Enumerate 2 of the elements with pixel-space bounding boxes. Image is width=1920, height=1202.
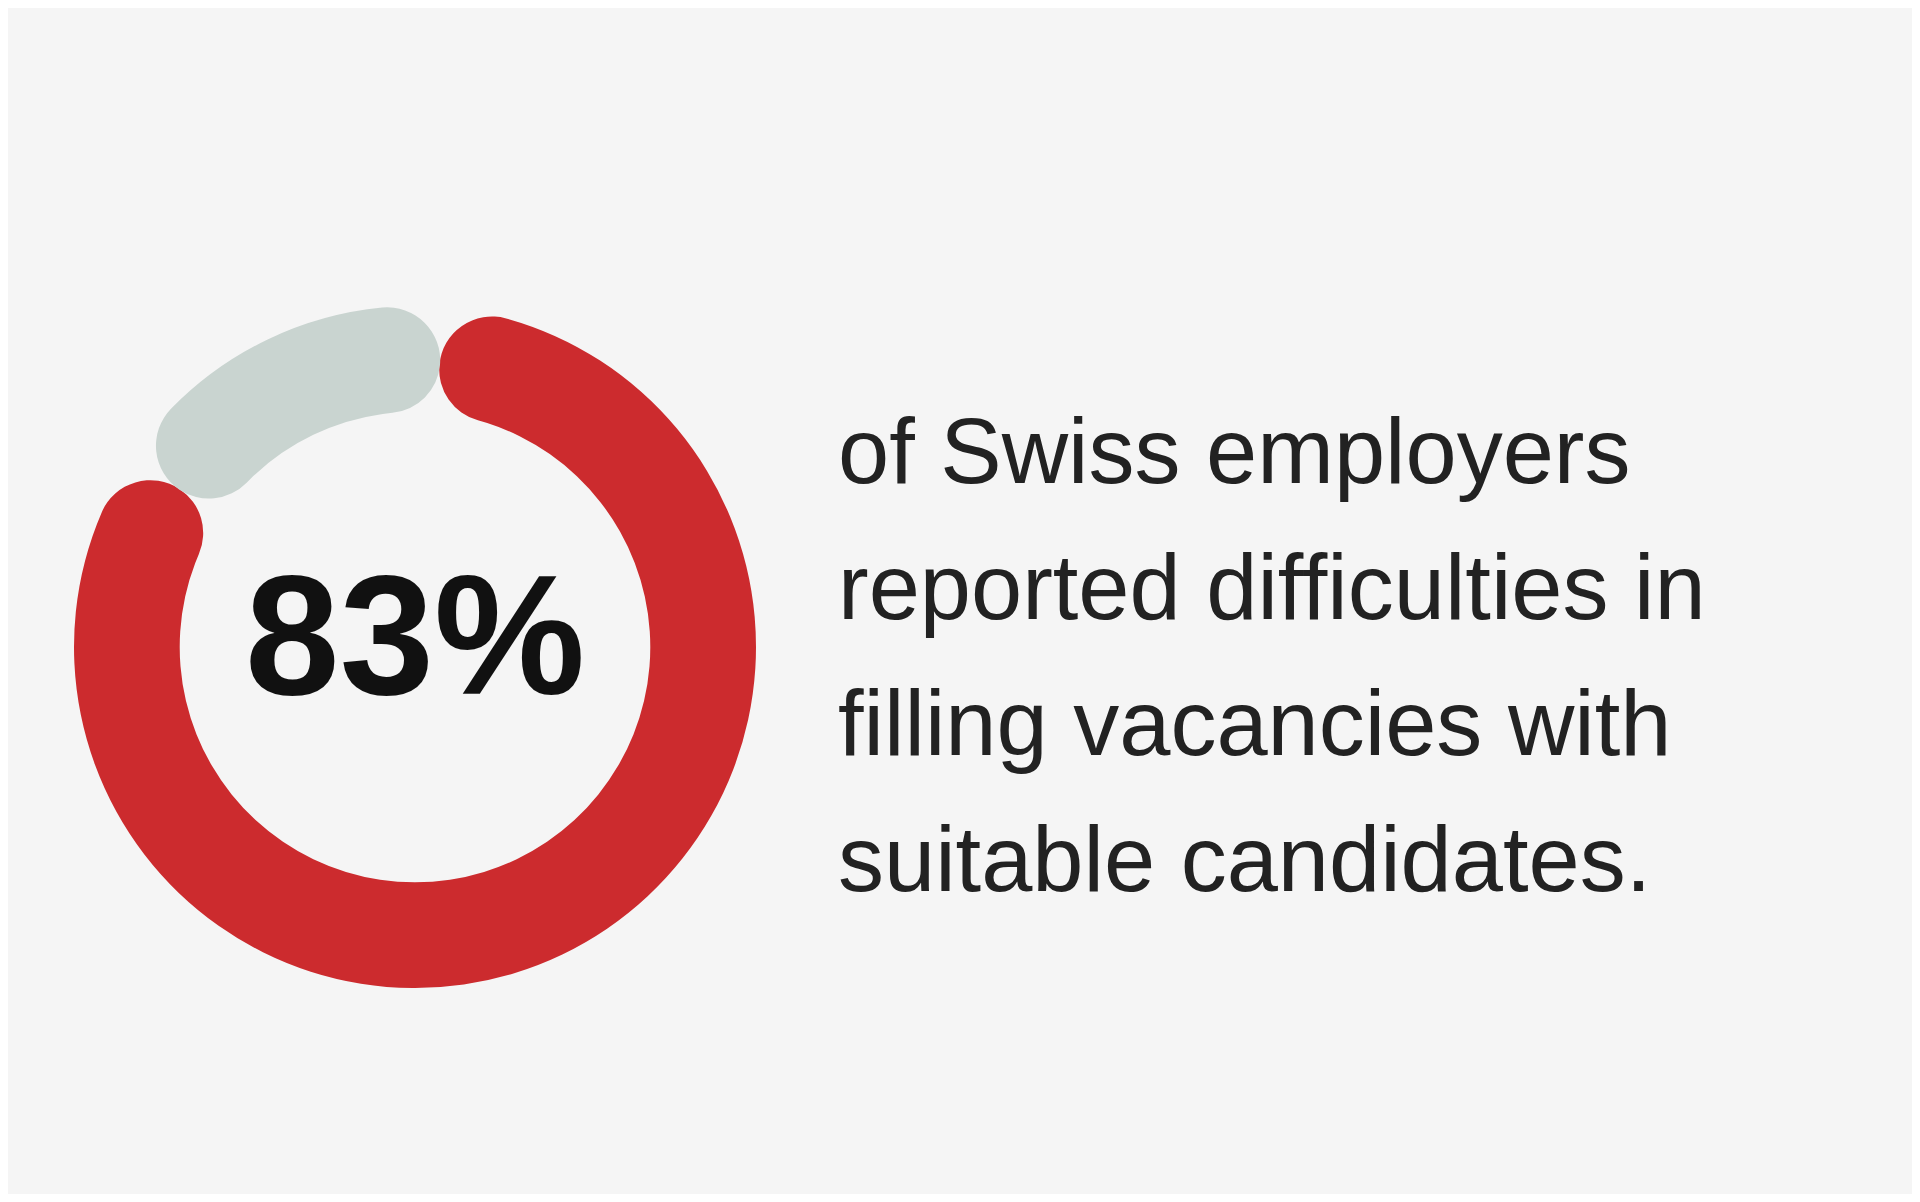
data-label: 83%	[244, 539, 586, 730]
text: of Swiss employers reported difficulties in filling vacancies with suitable candidates.	[838, 399, 1707, 912]
